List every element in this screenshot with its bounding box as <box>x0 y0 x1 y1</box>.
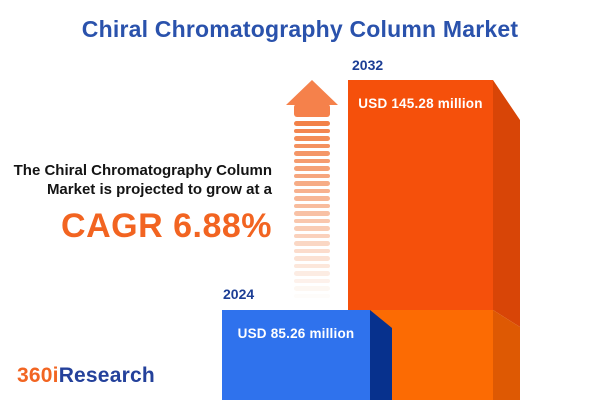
arrow-stripe <box>294 256 330 261</box>
year-label-2024: 2024 <box>223 286 255 302</box>
arrow-head-icon <box>286 80 338 105</box>
arrow-stripe <box>294 173 330 178</box>
arrow-stripe <box>294 278 330 283</box>
growth-arrow-icon <box>286 80 338 310</box>
arrow-stripe <box>294 286 330 291</box>
bar-2024-side-face <box>370 310 392 400</box>
bar-2032-value-label: USD 145.28 million <box>358 96 483 111</box>
arrow-stripe <box>294 128 330 133</box>
logo-part-360i: 360i <box>17 364 59 387</box>
bar-2032-front-upper-face <box>348 80 493 310</box>
arrow-stripe <box>294 143 330 148</box>
arrow-stripe <box>294 136 330 141</box>
arrow-stripe <box>294 158 330 163</box>
arrow-stripe <box>294 121 330 126</box>
arrow-stripe <box>294 248 330 253</box>
bar-2032-side-lower-face <box>493 310 520 400</box>
page-title: Chiral Chromatography Column Market <box>81 16 519 42</box>
growth-annotation: The Chiral Chromatography Column Market … <box>0 162 272 247</box>
annotation-line-1: The Chiral Chromatography Column <box>13 162 272 179</box>
arrow-stripe <box>294 271 330 276</box>
arrow-stripe <box>294 226 330 231</box>
bar-2024: USD 85.26 million <box>222 310 392 400</box>
arrow-stripe <box>294 293 330 298</box>
arrow-stripes <box>294 121 330 301</box>
arrow-stripe <box>294 218 330 223</box>
bar-2024-front-face <box>222 310 370 400</box>
arrow-stem <box>294 104 330 117</box>
arrow-stripe <box>294 211 330 216</box>
arrow-stripe <box>294 203 330 208</box>
arrow-stripe <box>294 181 330 186</box>
arrow-stripe <box>294 188 330 193</box>
arrow-stripe <box>294 241 330 246</box>
arrow-stripe <box>294 233 330 238</box>
logo-part-research: Research <box>58 364 155 387</box>
arrow-stripe <box>294 196 330 201</box>
bar-2032-side-upper-face <box>493 80 520 327</box>
annotation-line-2: Market is projected to grow at a <box>46 180 272 198</box>
arrow-stripe <box>294 166 330 171</box>
bar-2024-value-label: USD 85.26 million <box>237 326 355 341</box>
brand-logo: 360iResearch <box>17 364 155 388</box>
arrow-stripe <box>294 263 330 268</box>
cagr-value: CAGR 6.88% <box>61 206 272 245</box>
bar-2032: USD 145.28 million <box>348 80 520 400</box>
year-label-2032: 2032 <box>352 57 384 73</box>
arrow-stripe <box>294 151 330 156</box>
